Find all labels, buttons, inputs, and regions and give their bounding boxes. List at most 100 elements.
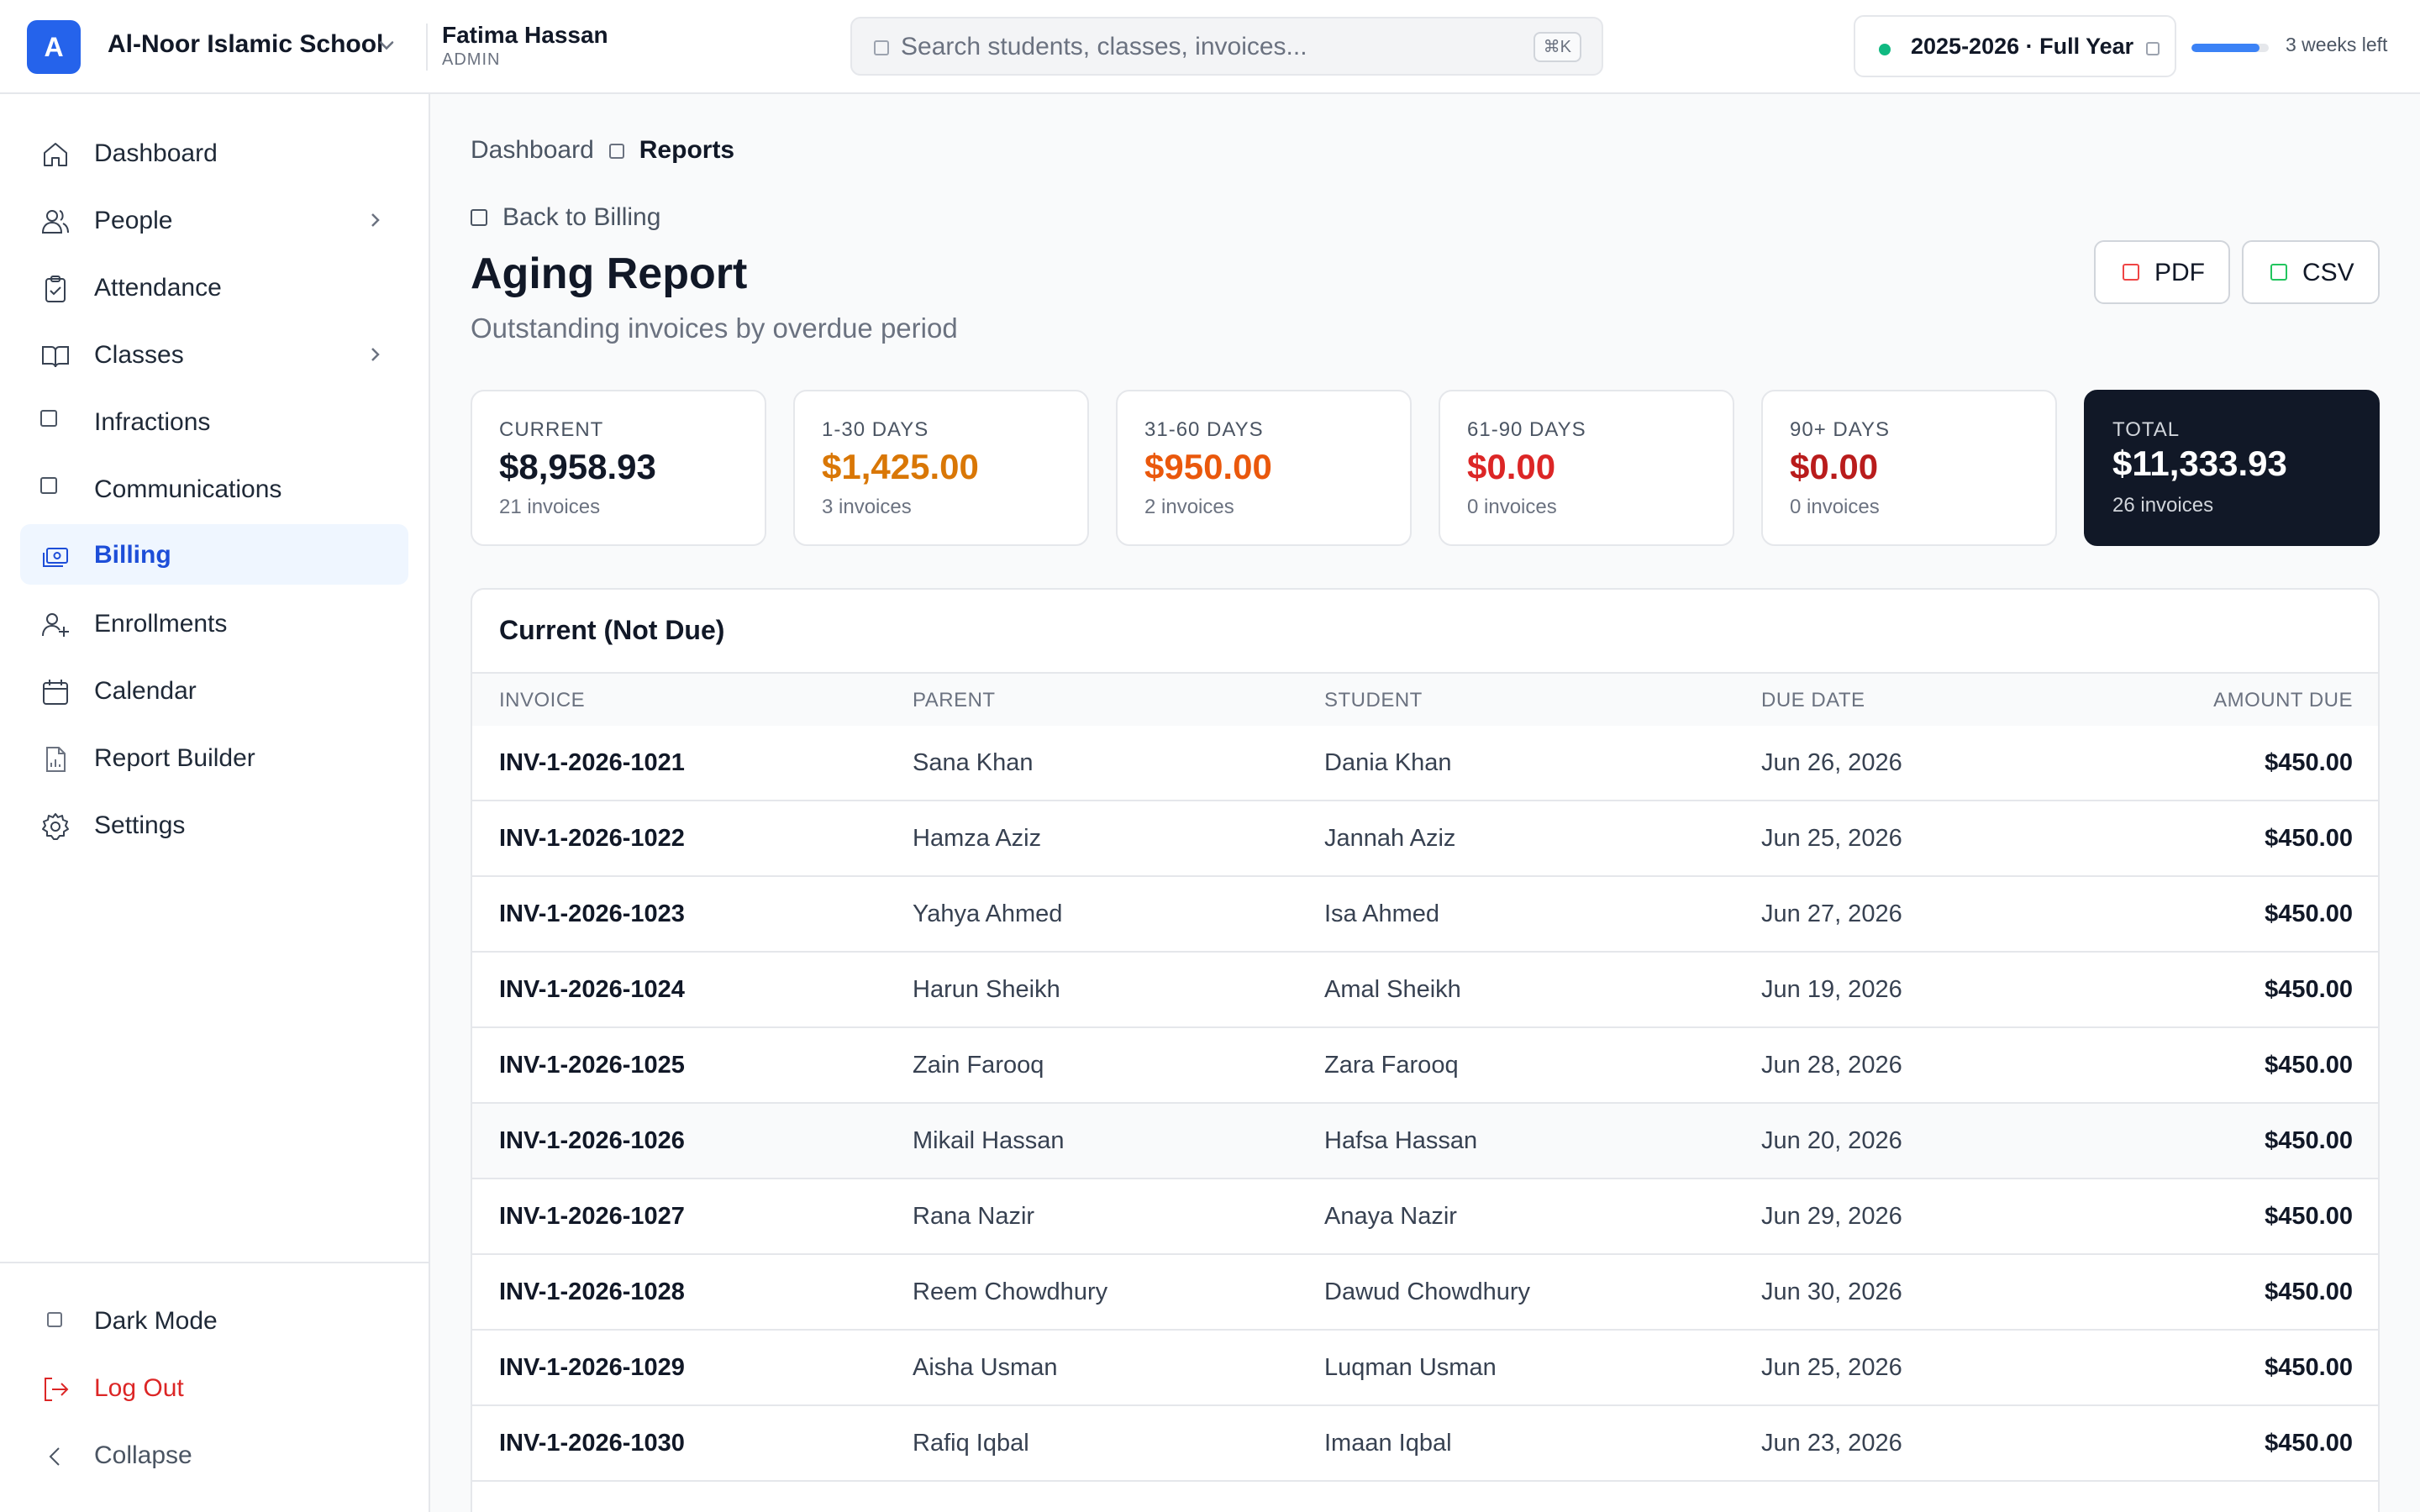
column-header-parent[interactable]: PARENT — [913, 689, 996, 711]
invoice-number[interactable]: INV-1-2026-1021 — [499, 749, 685, 776]
breadcrumb-dashboard-link[interactable]: Dashboard — [471, 136, 594, 164]
summary-card-61-90-days: 61-90 DAYS $0.00 0 invoices — [1439, 390, 1734, 546]
collapse-label: Collapse — [94, 1441, 192, 1469]
parent-name: Yahya Ahmed — [913, 900, 1063, 927]
year-remaining-label: 3 weeks left — [2286, 34, 2388, 55]
summary-card-value: $11,333.93 — [2112, 444, 2287, 483]
logout-icon — [40, 1374, 71, 1404]
column-header-due-date[interactable]: DUE DATE — [1761, 689, 1865, 711]
breadcrumb-current: Reports — [639, 136, 735, 164]
top-bar: A Al-Noor Islamic School Fatima Hassan A… — [0, 0, 2420, 94]
summary-card-count: 0 invoices — [1467, 496, 1557, 518]
table-header: INVOICE PARENT STUDENT DUE DATE AMOUNT D… — [472, 672, 2378, 726]
sidebar-item-label: Classes — [94, 341, 184, 369]
table-row[interactable]: INV-1-2026-1028 Reem Chowdhury Dawud Chowd… — [472, 1255, 2378, 1331]
table-row[interactable]: INV-1-2026-1026 Mikail Hassan Hafsa Hassan… — [472, 1104, 2378, 1179]
status-dot — [1879, 44, 1891, 55]
invoice-number[interactable]: INV-1-2026-1025 — [499, 1052, 685, 1079]
sidebar-item-attendance[interactable]: Attendance — [20, 257, 408, 318]
summary-card-31-60-days: 31-60 DAYS $950.00 2 invoices — [1116, 390, 1412, 546]
table-row[interactable]: INV-1-2026-1027 Rana Nazir Anaya Nazir Jun … — [472, 1179, 2378, 1255]
summary-card-label: TOTAL — [2112, 418, 2181, 441]
user-role: ADMIN — [442, 50, 501, 69]
invoice-number[interactable]: INV-1-2026-1030 — [499, 1430, 685, 1457]
sidebar-item-infractions[interactable]: Infractions — [20, 391, 408, 452]
due-date: Jun 27, 2026 — [1761, 900, 1902, 927]
billing-icon — [40, 541, 71, 571]
sidebar-item-calendar[interactable]: Calendar — [20, 660, 408, 721]
column-header-invoice[interactable]: INVOICE — [499, 689, 586, 711]
arrow-left-icon — [471, 209, 487, 226]
amount-due: $450.00 — [2265, 1430, 2353, 1457]
invoice-number[interactable]: INV-1-2026-1026 — [499, 1127, 685, 1154]
page-subtitle: Outstanding invoices by overdue period — [471, 312, 958, 344]
summary-card-value: $0.00 — [1467, 447, 1556, 486]
due-date: Jun 19, 2026 — [1761, 976, 1902, 1003]
table-row[interactable]: INV-1-2026-1021 Sana Khan Dania Khan Jun 26… — [472, 726, 2378, 801]
academic-year-selector[interactable]: 2025-2026 · Full Year — [1854, 15, 2176, 77]
summary-card-label: 61-90 DAYS — [1467, 418, 1586, 441]
divider — [0, 1262, 429, 1263]
invoice-number[interactable]: INV-1-2026-1024 — [499, 976, 685, 1003]
sidebar-item-report-builder[interactable]: Report Builder — [20, 727, 408, 788]
export-csv-button[interactable]: CSV — [2242, 240, 2380, 304]
table-row[interactable]: INV-1-2026-1022 Hamza Aziz Jannah Aziz Jun … — [472, 801, 2378, 877]
amount-due: $450.00 — [2265, 1127, 2353, 1154]
sidebar-item-classes[interactable]: Classes — [20, 324, 408, 385]
table-row[interactable]: INV-1-2026-1030 Rafiq Iqbal Imaan Iqbal Jun… — [472, 1406, 2378, 1482]
sidebar-item-people[interactable]: People — [20, 190, 408, 250]
invoice-number[interactable]: INV-1-2026-1029 — [499, 1354, 685, 1381]
school-logo[interactable]: A — [27, 20, 81, 74]
infractions-icon — [40, 410, 57, 427]
pdf-icon — [2123, 264, 2139, 281]
main-content: Dashboard Reports Back to Billing Aging R… — [430, 94, 2420, 1512]
due-date: Jun 25, 2026 — [1761, 825, 1902, 852]
column-header-amount-due[interactable]: AMOUNT DUE — [2213, 689, 2353, 711]
summary-card-count: 26 invoices — [2112, 494, 2214, 517]
summary-card-total: TOTAL $11,333.93 26 invoices — [2084, 390, 2380, 546]
table-row[interactable]: INV-1-2026-1023 Yahya Ahmed Isa Ahmed Jun 2… — [472, 877, 2378, 953]
summary-card-value: $8,958.93 — [499, 447, 656, 486]
invoice-number[interactable]: INV-1-2026-1022 — [499, 825, 685, 852]
amount-due: $450.00 — [2265, 976, 2353, 1003]
parent-name: Rana Nazir — [913, 1203, 1035, 1230]
sidebar-item-dashboard[interactable]: Dashboard — [20, 123, 408, 183]
gear-icon — [40, 811, 71, 842]
export-csv-label: CSV — [2302, 259, 2354, 286]
student-name: Dania Khan — [1324, 749, 1452, 776]
sidebar-item-communications[interactable]: Communications — [20, 459, 408, 519]
export-pdf-button[interactable]: PDF — [2094, 240, 2230, 304]
student-name: Amal Sheikh — [1324, 976, 1461, 1003]
amount-due: $450.00 — [2265, 1052, 2353, 1079]
amount-due: $450.00 — [2265, 749, 2353, 776]
search-input[interactable] — [901, 29, 1506, 66]
table-row[interactable]: INV-1-2026-1025 Zain Farooq Zara Farooq Jun… — [472, 1028, 2378, 1104]
summary-card-value: $950.00 — [1144, 447, 1272, 486]
chevron-down-icon[interactable] — [375, 34, 398, 57]
student-name: Imaan Iqbal — [1324, 1430, 1452, 1457]
logout-label: Log Out — [94, 1374, 184, 1402]
parent-name: Sana Khan — [913, 749, 1034, 776]
amount-due: $450.00 — [2265, 1354, 2353, 1381]
invoice-number[interactable]: INV-1-2026-1023 — [499, 900, 685, 927]
collapse-sidebar-button[interactable]: Collapse — [20, 1425, 408, 1485]
table-row[interactable]: INV-1-2026-1024 Harun Sheikh Amal Sheikh Ju… — [472, 953, 2378, 1028]
student-name: Zara Farooq — [1324, 1052, 1459, 1079]
column-header-student[interactable]: STUDENT — [1324, 689, 1423, 711]
chevron-right-icon — [365, 210, 385, 230]
sidebar-item-settings[interactable]: Settings — [20, 795, 408, 855]
invoice-number[interactable]: INV-1-2026-1028 — [499, 1278, 685, 1305]
logout-button[interactable]: Log Out — [20, 1357, 408, 1418]
global-search[interactable]: ⌘K — [850, 17, 1603, 76]
export-pdf-label: PDF — [2154, 259, 2205, 286]
table-row[interactable]: INV-1-2026-1029 Aisha Usman Luqman Usman Ju… — [472, 1331, 2378, 1406]
clipboard-check-icon — [40, 274, 71, 304]
chevron-left-icon — [40, 1441, 71, 1472]
user-name: Fatima Hassan — [442, 22, 608, 48]
invoice-number[interactable]: INV-1-2026-1027 — [499, 1203, 685, 1230]
sidebar-item-billing[interactable]: Billing — [20, 524, 408, 585]
school-switcher[interactable]: Al-Noor Islamic School — [108, 30, 384, 58]
dark-mode-toggle[interactable]: Dark Mode — [20, 1290, 408, 1351]
back-to-billing-link[interactable]: Back to Billing — [471, 203, 660, 232]
sidebar-item-enrollments[interactable]: Enrollments — [20, 593, 408, 654]
